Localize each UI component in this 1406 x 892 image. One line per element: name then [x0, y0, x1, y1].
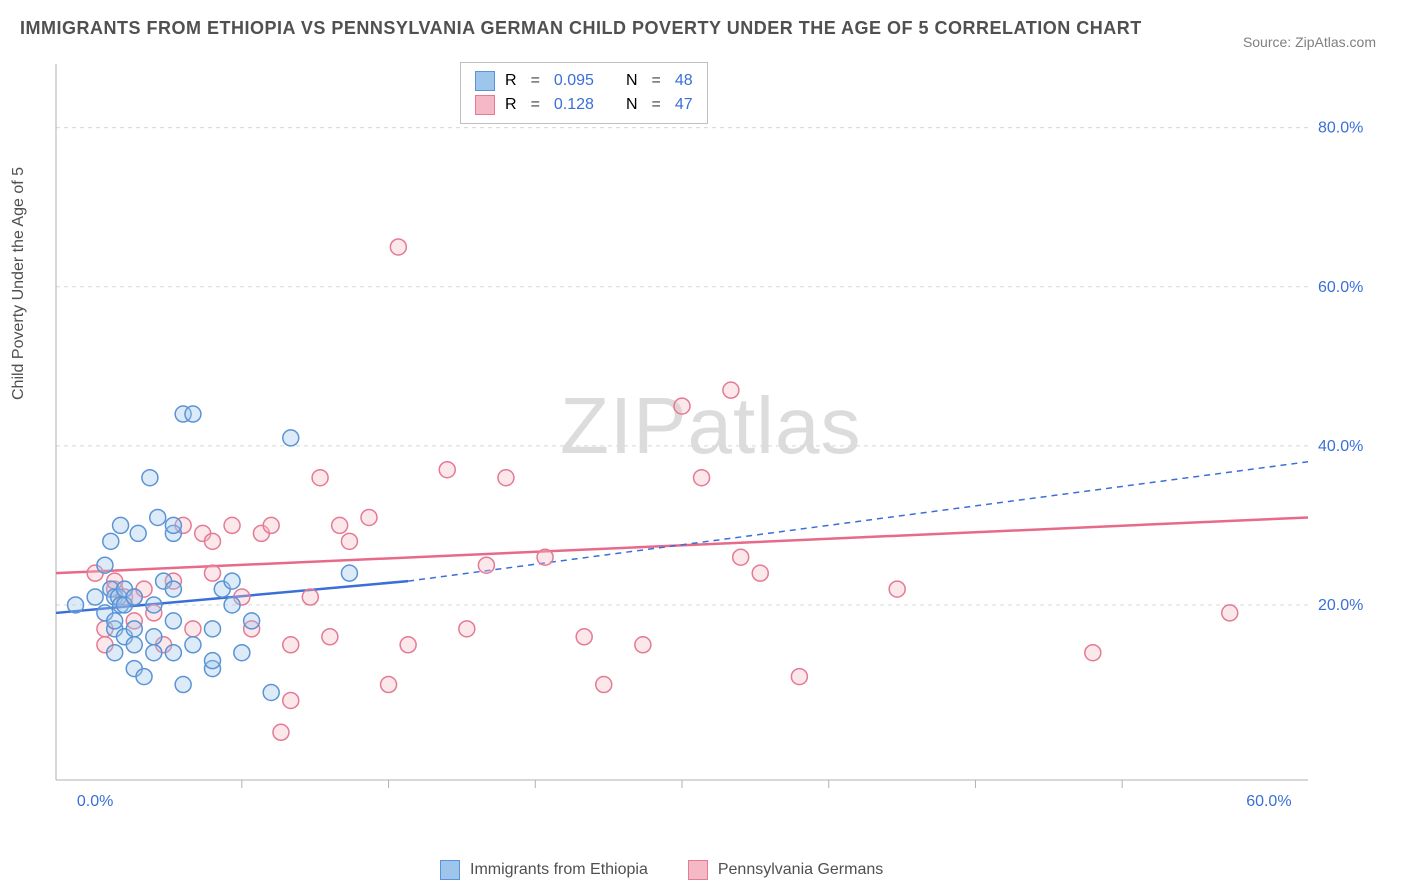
legend-row-pennsylvania: R = 0.128 N = 47 [475, 93, 693, 117]
y-axis-label: Child Poverty Under the Age of 5 [10, 167, 28, 400]
r-value-ethiopia: 0.095 [554, 69, 594, 93]
svg-text:60.0%: 60.0% [1318, 279, 1363, 296]
chart-plot-area: 20.0% 40.0% 60.0% 80.0% 0.0% 60.0% [52, 60, 1378, 820]
legend-item-pennsylvania: Pennsylvania Germans [688, 860, 883, 880]
equals-sign: = [652, 69, 661, 93]
legend-item-ethiopia: Immigrants from Ethiopia [440, 860, 648, 880]
source-attribution: Source: ZipAtlas.com [1243, 34, 1376, 50]
legend-label-pennsylvania: Pennsylvania Germans [718, 861, 883, 879]
chart-title: IMMIGRANTS FROM ETHIOPIA VS PENNSYLVANIA… [20, 18, 1142, 39]
source-label: Source: [1243, 34, 1291, 50]
svg-text:60.0%: 60.0% [1246, 793, 1291, 810]
r-label: R [505, 93, 517, 117]
svg-text:0.0%: 0.0% [77, 793, 113, 810]
n-value-pennsylvania: 47 [675, 93, 693, 117]
swatch-pennsylvania [475, 95, 495, 115]
equals-sign: = [652, 93, 661, 117]
legend-label-ethiopia: Immigrants from Ethiopia [470, 861, 648, 879]
r-label: R [505, 69, 517, 93]
equals-sign: = [531, 93, 540, 117]
equals-sign: = [531, 69, 540, 93]
n-label: N [626, 93, 638, 117]
n-label: N [626, 69, 638, 93]
svg-text:80.0%: 80.0% [1318, 120, 1363, 137]
legend-row-ethiopia: R = 0.095 N = 48 [475, 69, 693, 93]
swatch-ethiopia [475, 71, 495, 91]
svg-text:20.0%: 20.0% [1318, 597, 1363, 614]
r-value-pennsylvania: 0.128 [554, 93, 594, 117]
swatch-ethiopia [440, 860, 460, 880]
series-legend: Immigrants from Ethiopia Pennsylvania Ge… [440, 860, 883, 880]
swatch-pennsylvania [688, 860, 708, 880]
n-value-ethiopia: 48 [675, 69, 693, 93]
source-value: ZipAtlas.com [1295, 34, 1376, 50]
scatter-chart-svg: 20.0% 40.0% 60.0% 80.0% 0.0% 60.0% [52, 60, 1378, 820]
correlation-legend: R = 0.095 N = 48 R = 0.128 N = 47 [460, 62, 708, 124]
svg-text:40.0%: 40.0% [1318, 438, 1363, 455]
